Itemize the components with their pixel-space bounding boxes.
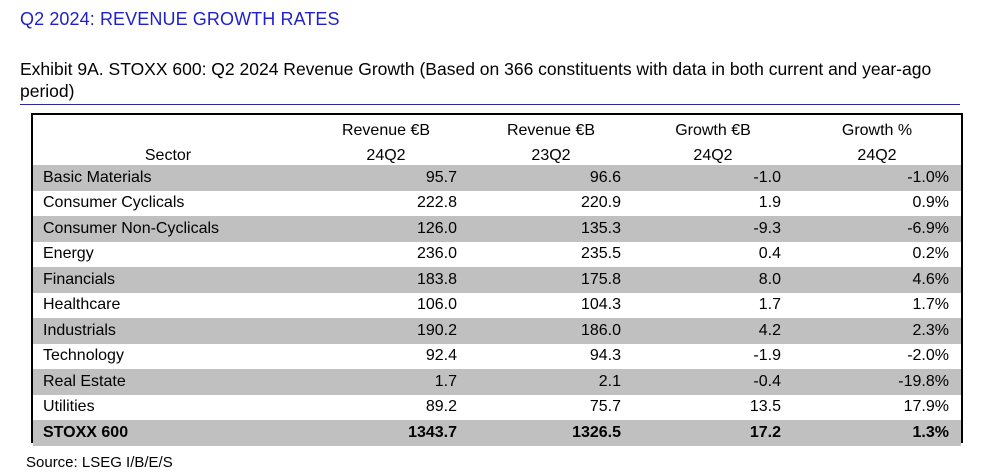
header-cell: Revenue €B — [341, 122, 431, 139]
value-cell: 1.9 — [758, 194, 781, 212]
value-cell: 94.3 — [589, 347, 621, 365]
sector-cell: STOXX 600 — [33, 420, 303, 446]
value-cell: 126.0 — [303, 216, 469, 242]
value-cell: 222.8 — [416, 194, 457, 212]
sector-cell: Consumer Cyclicals — [43, 194, 185, 212]
value-cell: 2.3% — [793, 318, 961, 344]
value-cell: 175.8 — [469, 267, 633, 293]
value-cell: 236.0 — [416, 245, 457, 263]
value-cell: 0.2% — [912, 245, 949, 263]
section-title: Q2 2024: REVENUE GROWTH RATES — [20, 9, 340, 29]
value-cell: -1.0 — [633, 165, 793, 191]
sector-cell: Technology — [43, 347, 124, 365]
value-cell: 17.2 — [633, 420, 793, 446]
value-cell: -0.4 — [633, 369, 793, 395]
value-cell: -9.3 — [633, 216, 793, 242]
value-cell: 0.9% — [912, 194, 949, 212]
header-cell: 23Q2 — [531, 147, 571, 164]
value-cell: 92.4 — [425, 347, 457, 365]
header-cell: Sector — [144, 147, 192, 164]
value-cell: 235.5 — [580, 245, 621, 263]
value-cell: 190.2 — [303, 318, 469, 344]
value-cell: 8.0 — [633, 267, 793, 293]
value-cell: 4.2 — [633, 318, 793, 344]
value-cell: -19.8% — [793, 369, 961, 395]
sector-cell: Healthcare — [43, 296, 121, 314]
value-cell: 13.5 — [749, 398, 781, 416]
table-row: Basic Materials 95.7 96.6 -1.0 -1.0% — [33, 165, 961, 191]
header-cell — [33, 115, 303, 140]
sector-cell: Industrials — [33, 318, 303, 344]
table-header: Revenue €B Revenue €B Growth €B Growth %… — [33, 115, 961, 165]
value-cell: 1.7% — [912, 296, 949, 314]
value-cell: -2.0% — [907, 347, 949, 365]
title-divider — [20, 104, 960, 105]
value-cell: 220.9 — [580, 194, 621, 212]
value-cell: 106.0 — [416, 296, 457, 314]
table-row: Technology 92.4 94.3 -1.9 -2.0% — [33, 344, 961, 370]
sector-cell: Basic Materials — [33, 165, 303, 191]
value-cell: 1326.5 — [469, 420, 633, 446]
exhibit-title: Exhibit 9A. STOXX 600: Q2 2024 Revenue G… — [20, 59, 932, 101]
value-cell: 1343.7 — [303, 420, 469, 446]
header-cell: 24Q2 — [366, 147, 406, 164]
value-cell: -1.0% — [793, 165, 961, 191]
sector-cell: Consumer Non-Cyclicals — [33, 216, 303, 242]
value-cell: -1.9 — [753, 347, 781, 365]
value-cell: 95.7 — [303, 165, 469, 191]
sector-cell: Real Estate — [33, 369, 303, 395]
sector-cell: Financials — [33, 267, 303, 293]
value-cell: 4.6% — [793, 267, 961, 293]
table-row: Real Estate 1.7 2.1 -0.4 -19.8% — [33, 369, 961, 395]
value-cell: 1.7 — [758, 296, 781, 314]
table-row: Financials 183.8 175.8 8.0 4.6% — [33, 267, 961, 293]
header-row-2: Sector 24Q2 23Q2 24Q2 24Q2 — [33, 140, 961, 165]
total-row: STOXX 600 1343.7 1326.5 17.2 1.3% — [33, 420, 961, 446]
table-row: Consumer Cyclicals 222.8 220.9 1.9 0.9% — [33, 191, 961, 217]
value-cell: -6.9% — [793, 216, 961, 242]
table-row: Healthcare 106.0 104.3 1.7 1.7% — [33, 293, 961, 319]
table-row: Consumer Non-Cyclicals 126.0 135.3 -9.3 -6.9… — [33, 216, 961, 242]
table-body: Basic Materials 95.7 96.6 -1.0 -1.0% Consumer… — [33, 165, 961, 446]
header-cell: 24Q2 — [857, 147, 897, 164]
header-cell: Growth €B — [675, 122, 751, 139]
header-cell: Growth % — [841, 122, 913, 139]
value-cell: 104.3 — [580, 296, 621, 314]
sector-cell: Energy — [43, 245, 94, 263]
value-cell: 183.8 — [303, 267, 469, 293]
table-row: Industrials 190.2 186.0 4.2 2.3% — [33, 318, 961, 344]
table-row: Energy 236.0 235.5 0.4 0.2% — [33, 242, 961, 268]
value-cell: 1.3% — [793, 420, 961, 446]
value-cell: 186.0 — [469, 318, 633, 344]
value-cell: 75.7 — [589, 398, 621, 416]
source-note: Source: LSEG I/B/E/S — [26, 454, 173, 471]
value-cell: 135.3 — [469, 216, 633, 242]
table-row: Utilities 89.2 75.7 13.5 17.9% — [33, 395, 961, 421]
header-row-1: Revenue €B Revenue €B Growth €B Growth % — [33, 115, 961, 140]
value-cell: 96.6 — [469, 165, 633, 191]
revenue-growth-table-frame: Revenue €B Revenue €B Growth €B Growth %… — [31, 113, 963, 446]
header-cell: 24Q2 — [693, 147, 733, 164]
sector-cell: Utilities — [43, 398, 95, 416]
header-cell: Revenue €B — [506, 122, 596, 139]
value-cell: 1.7 — [303, 369, 469, 395]
value-cell: 2.1 — [469, 369, 633, 395]
revenue-growth-table: Revenue €B Revenue €B Growth €B Growth %… — [33, 115, 961, 446]
value-cell: 17.9% — [903, 398, 949, 416]
value-cell: 0.4 — [758, 245, 781, 263]
value-cell: 89.2 — [425, 398, 457, 416]
